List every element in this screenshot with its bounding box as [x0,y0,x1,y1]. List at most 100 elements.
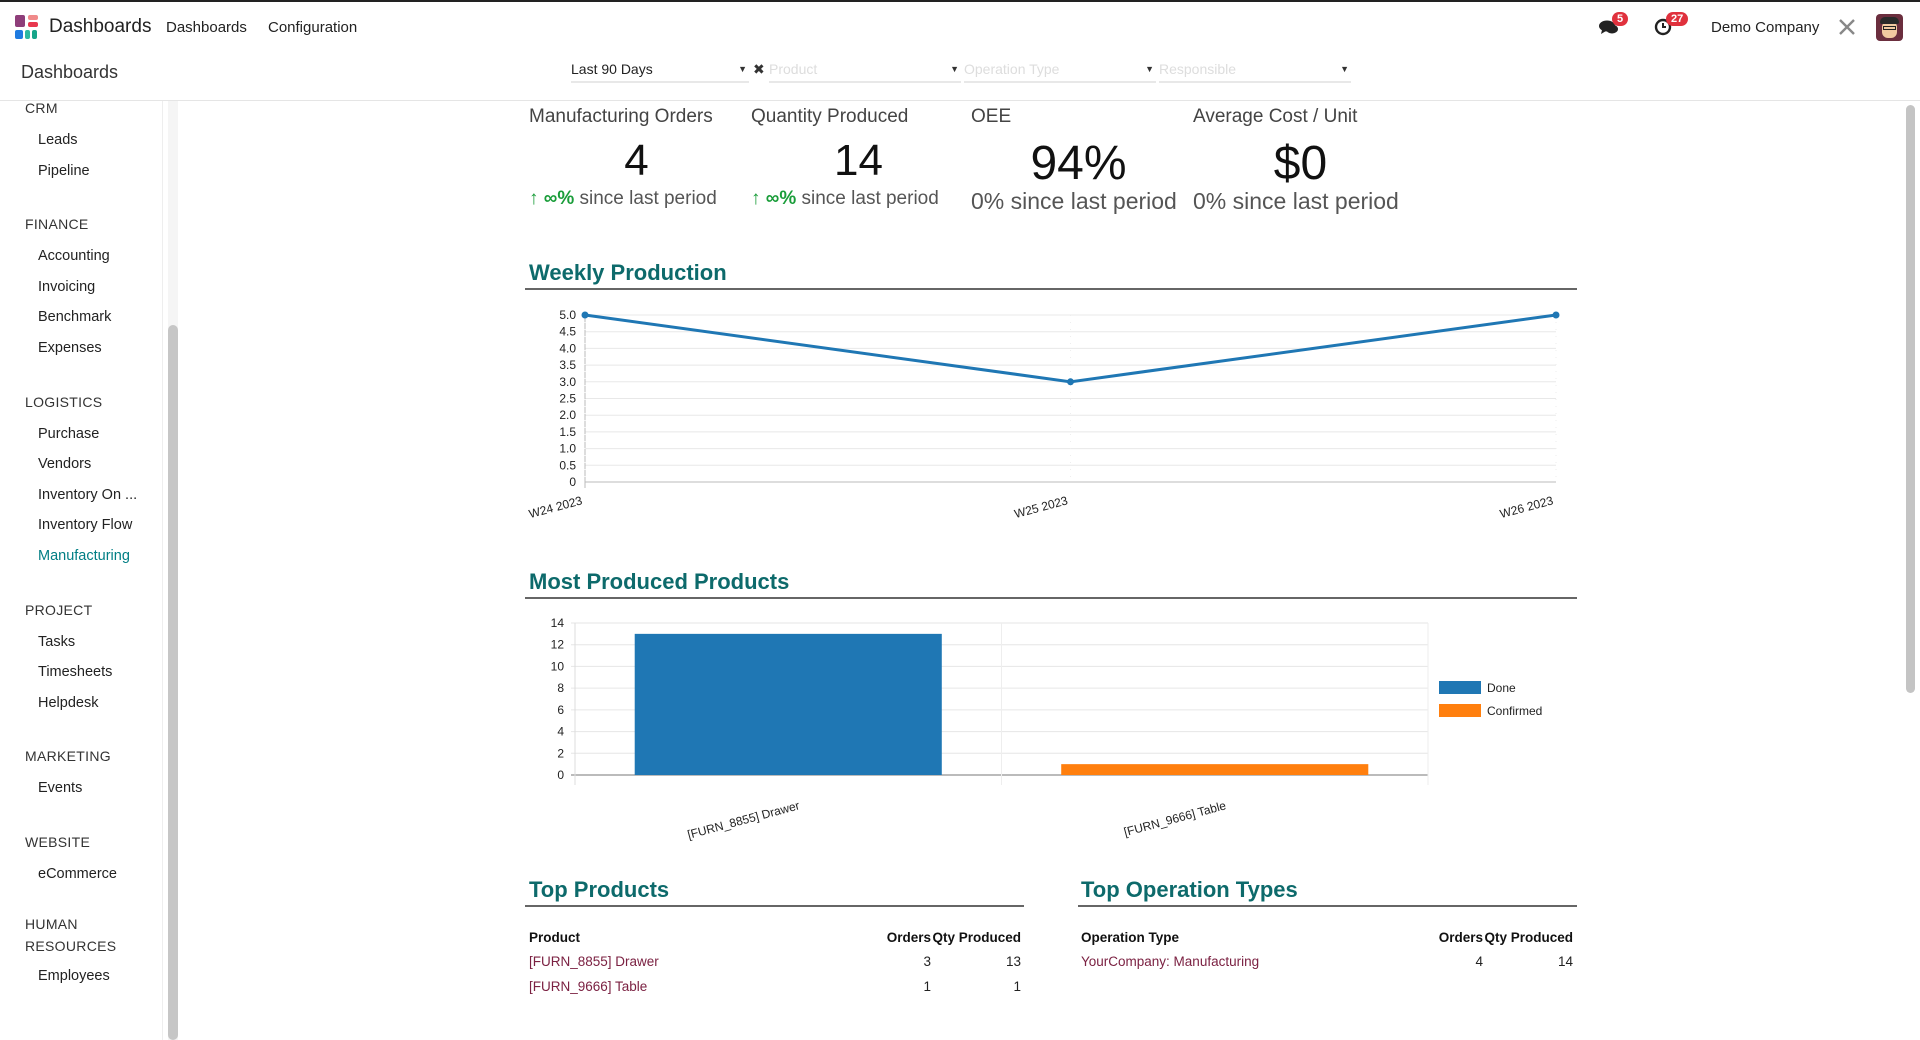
sidebar-item-manufacturing[interactable]: Manufacturing [38,547,130,564]
period-filter[interactable]: Last 90 Days ▼ [571,61,749,83]
operation-type-placeholder: Operation Type [964,61,1060,77]
clear-filter-icon[interactable]: ✖ [753,61,765,77]
table-row[interactable]: [FURN_9666] Table 1 1 [529,979,1021,999]
y-tick-label: 10 [551,659,565,673]
sidebar-item-invoicing[interactable]: Invoicing [38,278,96,295]
cell: 1 [923,978,931,994]
sidebar-item-pipeline[interactable]: Pipeline [38,162,90,179]
product-filter[interactable]: Product ▼ [769,61,961,83]
kpi-change-label: since last period [801,188,939,209]
column-header: Operation Type [1081,930,1180,945]
y-tick-label: 4.0 [559,341,576,355]
app-logo-icon[interactable] [15,15,39,39]
kpi-title: Manufacturing Orders [529,106,713,127]
user-avatar[interactable] [1876,14,1903,41]
kpi-change-label: since last period [579,188,717,209]
sidebar-item-employees[interactable]: Employees [38,967,110,984]
cell: 4 [1475,954,1483,969]
cell: 1 [1013,978,1021,994]
app-name[interactable]: Dashboards [49,16,152,37]
sidebar-item-timesheets[interactable]: Timesheets [38,664,113,681]
y-tick-label: 2.0 [559,408,576,422]
chevron-down-icon: ▼ [1145,64,1154,74]
sidebar-item-ecommerce[interactable]: eCommerce [38,865,117,882]
column-header: Product [529,930,581,945]
product-placeholder: Product [769,61,818,77]
y-tick-label: 3.5 [559,358,576,372]
legend-label: Confirmed [1487,704,1542,718]
legend-swatch-done [1439,681,1481,694]
sidebar-section-header: LOGISTICS [25,393,103,410]
company-switcher[interactable]: Demo Company [1711,19,1820,36]
top-operation-types-title: Top Operation Types [1081,877,1298,902]
sidebar-item-tasks[interactable]: Tasks [38,633,76,650]
debug-tools-icon[interactable] [1838,18,1856,36]
kpi-value: 94% [1030,137,1127,190]
column-header: Qty Produced [1484,930,1573,945]
kpi-oee: OEE 94% 0% since last period [971,106,1186,215]
top-products-title: Top Products [529,877,670,902]
column-header: Orders [886,930,931,945]
kpi-title: Quantity Produced [751,106,909,127]
menu-dashboards[interactable]: Dashboards [166,19,247,36]
sidebar-item-benchmark[interactable]: Benchmark [38,309,112,326]
sidebar-item-inventory-flow[interactable]: Inventory Flow [38,517,133,534]
breadcrumb: Dashboards [21,62,119,82]
y-tick-label: 8 [557,681,564,695]
sidebar-section-header: MARKETING [25,748,111,765]
divider [525,597,1577,599]
sidebar-item-helpdesk[interactable]: Helpdesk [38,694,99,711]
operation-type-filter[interactable]: Operation Type ▼ [964,61,1156,83]
y-tick-label: 4 [557,725,564,739]
sidebar-item-inventory-on[interactable]: Inventory On ... [38,486,138,503]
top-operation-types-table: Operation Type Orders Qty Produced YourComp… [1081,930,1573,990]
sidebar-section-header: CRM [25,101,58,116]
sidebar-item-vendors[interactable]: Vendors [38,456,92,473]
table-row[interactable]: [FURN_8855] Drawer 3 13 [529,954,1021,974]
kpi-change: ∞% [765,188,797,209]
cell: 3 [923,954,931,969]
arrow-up-icon: ↑ [529,188,539,209]
column-header: Orders [1438,930,1483,945]
main-scrollbar-thumb[interactable] [1906,105,1915,693]
responsible-filter[interactable]: Responsible ▼ [1159,61,1351,83]
column-header: Qty Produced [932,930,1021,945]
sidebar-scrollbar-thumb[interactable] [168,325,178,1040]
most-produced-products-title: Most Produced Products [529,569,790,594]
kpi-value: 4 [624,136,649,185]
menu-configuration[interactable]: Configuration [268,19,358,36]
table-row[interactable]: YourCompany: Manufacturing 4 14 [1081,954,1573,974]
sidebar-item-leads[interactable]: Leads [38,132,78,148]
sidebar-item-expenses[interactable]: Expenses [38,339,102,356]
sidebar-item-purchase[interactable]: Purchase [38,425,100,442]
legend-label: Done [1487,681,1516,695]
kpi-change: 0% [971,188,1005,214]
y-tick-label: 4.5 [559,325,576,339]
chevron-down-icon: ▼ [950,64,959,74]
cell: 13 [1005,954,1021,969]
y-tick-label: 12 [551,638,565,652]
x-tick-label: W26 2023 [1498,493,1555,521]
row-link[interactable]: [FURN_9666] Table [529,978,648,994]
most-produced-products-chart: 0 2 4 6 8 10 12 14 [FURN_8855] Drawer [FURN_9666]… [551,616,1543,842]
sidebar-item-accounting[interactable]: Accounting [38,248,110,265]
activities-button[interactable]: 27 [1654,12,1689,38]
sidebar-item-events[interactable]: Events [38,780,83,797]
messages-button[interactable]: 5 [1598,12,1629,38]
kpi-change: 0% [1193,188,1227,214]
y-tick-label: 0.5 [559,458,576,472]
weekly-production-chart: 0 0.5 1.0 1.5 2.0 2.5 3.0 3.5 4.0 4.5 5.0 W24 2023 W… [527,308,1560,521]
divider [1078,905,1577,907]
top-products-table: Product Orders Qty Produced [FURN_8855] Dra… [529,930,1021,1010]
data-point [1067,378,1074,386]
y-tick-label: 2.5 [559,392,576,406]
y-tick-label: 14 [551,616,565,630]
row-link[interactable]: [FURN_8855] Drawer [529,954,659,969]
row-link[interactable]: YourCompany: Manufacturing [1081,954,1260,969]
legend-swatch-confirmed [1439,704,1481,717]
main-scrollbar[interactable] [1904,101,1918,1040]
kpi-change-label: since last period [1010,188,1177,214]
kpi-title: Average Cost / Unit [1193,106,1358,127]
kpi-manufacturing-orders: Manufacturing Orders 4 ↑ ∞% since last p… [529,106,744,210]
table-header-row: Product Orders Qty Produced [529,930,1021,950]
